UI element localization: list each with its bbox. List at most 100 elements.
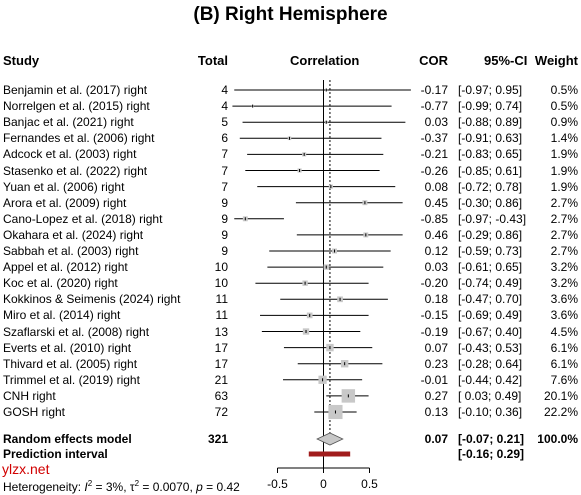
study-ci: [-0.99; 0.74] [458,99,523,114]
study-ci: [-0.88; 0.89] [458,115,523,130]
summary-cor: 0.07 [424,432,448,446]
header-total: Total [197,53,228,68]
study-cor: -0.26 [420,163,448,178]
study-total: 21 [214,372,228,387]
prediction-ci: [-0.16; 0.29] [458,447,525,461]
prediction-interval-bar [308,451,351,457]
study-ci: [-0.47; 0.70] [458,292,523,307]
study-ci: [-0.28; 0.64] [458,356,523,371]
study-weight: 1.4% [550,131,578,146]
study-cor: -0.20 [420,276,448,291]
study-name: Trimmel et al. (2019) right [3,372,140,387]
study-cor: -0.01 [420,372,448,387]
study-total: 72 [214,405,228,419]
study-weight: 0.9% [550,115,578,130]
study-name: Fernandes et al. (2006) right [3,131,155,146]
study-weight: 6.1% [550,356,578,371]
study-name: Cano-Lopez et al. (2018) right [3,211,163,226]
study-cor: 0.03 [424,260,448,275]
study-ci: [-0.83; 0.65] [458,147,523,162]
p-value: = 0.42 [202,480,240,494]
header-weight: Weight [534,53,578,68]
study-cor: 0.12 [424,244,448,258]
study-weight: 1.9% [550,179,578,194]
tau-label: τ [129,480,135,494]
x-tick-label: 0.5 [361,477,378,491]
study-ci: [-0.30; 0.86] [458,195,523,210]
study-weight: 7.6% [550,372,578,387]
watermark-text: ylzx.net [2,461,50,477]
study-cor: -0.21 [420,147,448,162]
header-study: Study [3,53,40,68]
study-total: 9 [221,211,228,226]
study-total: 13 [214,324,228,339]
study-ci: [ 0.03; 0.49] [458,388,522,403]
study-total: 17 [214,340,228,355]
tau-value: = 0.0070, [139,480,197,494]
study-total: 7 [221,163,228,178]
study-name: Miro et al. (2014) right [3,308,121,323]
study-cor: -0.17 [420,83,448,97]
study-name: Everts et al. (2010) right [3,340,132,355]
study-ci: [-0.29; 0.86] [458,227,523,242]
study-name: CNH right [3,388,56,403]
study-weight: 2.7% [550,227,578,242]
study-name: Szaflarski et al. (2008) right [3,324,150,339]
study-name: Stasenko et al. (2022) right [3,163,148,178]
study-name: Adcock et al. (2003) right [3,147,137,162]
study-cor: 0.07 [424,340,448,355]
header-ci: 95%-CI [484,53,528,68]
study-total: 17 [214,356,228,371]
study-name: Kokkinos & Seimenis (2024) right [3,292,181,307]
study-name: Thivard et al. (2005) right [3,356,138,371]
study-total: 7 [221,147,228,162]
study-name: Arora et al. (2009) right [3,195,127,210]
study-total: 10 [214,276,228,291]
study-name: Benjamin et al. (2017) right [3,83,148,97]
study-weight: 0.5% [550,83,578,97]
prediction-label: Prediction interval [3,447,108,461]
heterogeneity-statistic: Heterogeneity: I2 = 3%, τ2 = 0.0070, p =… [3,479,240,494]
study-ci: [-0.10; 0.36] [458,405,523,419]
study-weight: 1.9% [550,147,578,162]
study-weight: 2.7% [550,244,578,258]
study-weight: 0.5% [550,99,578,114]
study-cor: 0.45 [424,195,448,210]
study-cor: -0.37 [420,131,448,146]
study-name: Yuan et al. (2006) right [3,179,125,194]
summary-label: Random effects model [3,432,132,446]
study-cor: 0.46 [424,227,448,242]
study-ci: [-0.69; 0.49] [458,308,523,323]
study-cor: -0.19 [420,324,448,339]
study-weight: 6.1% [550,340,578,355]
study-weight: 4.5% [550,324,578,339]
summary-total: 321 [207,432,228,446]
study-ci: [-0.61; 0.65] [458,260,523,275]
summary-ci: [-0.07; 0.21] [458,432,525,446]
study-cor: 0.03 [424,115,448,130]
study-weight: 2.7% [550,195,578,210]
header-correlation: Correlation [290,53,360,68]
tau-superscript: 2 [134,479,140,488]
x-tick-label: 0 [320,477,327,491]
study-total: 4 [221,83,228,97]
study-cor: 0.13 [424,405,448,419]
study-weight: 3.6% [550,292,578,307]
study-total: 9 [221,195,228,210]
header-cor: COR [419,53,448,68]
study-total: 7 [221,179,228,194]
study-name: Koc et al. (2020) right [3,276,118,291]
study-weight: 3.2% [550,260,578,275]
study-weight: 2.7% [550,211,578,226]
study-ci: [-0.59; 0.73] [458,244,523,258]
study-cor: 0.27 [424,388,448,403]
study-cor: 0.23 [424,356,448,371]
study-ci: [-0.72; 0.78] [458,179,523,194]
study-name: Banjac et al. (2021) right [3,115,134,130]
summary-weight: 100.0% [537,432,578,446]
study-name: Sabbah et al. (2003) right [3,244,139,258]
study-weight: 1.9% [550,163,578,178]
study-weight: 20.1% [543,388,578,403]
study-name: Appel et al. (2012) right [3,260,128,275]
heterogeneity-prefix: Heterogeneity: [3,480,85,494]
